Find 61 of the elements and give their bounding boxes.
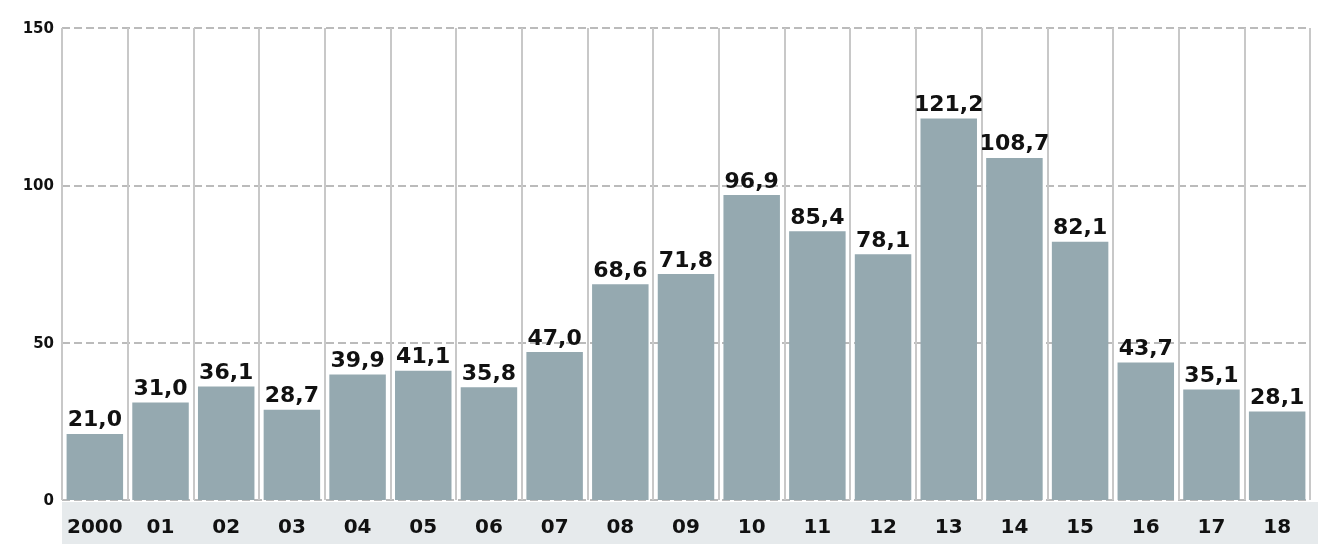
- data-label: 39,9: [330, 346, 385, 372]
- x-tick-label: 13: [934, 514, 963, 538]
- x-tick-label: 08: [606, 514, 635, 538]
- x-tick-label: 10: [737, 514, 766, 538]
- data-label: 35,1: [1184, 362, 1239, 388]
- x-tick-label: 01: [146, 514, 175, 538]
- x-tick-label: 11: [803, 514, 832, 538]
- data-label: 28,1: [1250, 384, 1305, 410]
- bar: [986, 157, 1043, 500]
- bar: [460, 387, 518, 500]
- data-label: 68,6: [593, 256, 648, 282]
- y-tick-label: 0: [43, 491, 54, 509]
- x-tick-label: 09: [672, 514, 700, 538]
- data-label: 82,1: [1052, 214, 1108, 240]
- y-tick-label: 150: [22, 19, 54, 37]
- data-label: 108,7: [979, 130, 1050, 156]
- data-label: 78,1: [855, 226, 911, 252]
- bar: [395, 370, 452, 500]
- bar: [263, 409, 321, 500]
- data-label: 85,4: [790, 203, 845, 229]
- bar: [132, 402, 189, 500]
- x-tick-label: 16: [1131, 514, 1160, 538]
- x-tick-label: 2000: [67, 514, 123, 538]
- y-tick-label: 50: [33, 333, 54, 352]
- x-tick-label: 18: [1263, 514, 1292, 538]
- x-tick-label: 12: [869, 514, 897, 538]
- bar: [1248, 411, 1306, 500]
- data-label: 35,8: [461, 359, 517, 385]
- data-label: 28,7: [264, 382, 320, 408]
- x-tick-label: 07: [540, 514, 569, 538]
- bar: [197, 386, 255, 500]
- data-label: 31,0: [133, 374, 188, 400]
- bar: [657, 274, 715, 500]
- data-label: 47,0: [527, 324, 582, 350]
- data-label: 41,1: [396, 343, 451, 369]
- bar: [789, 231, 846, 500]
- bar: [66, 433, 124, 500]
- x-tick-label: 14: [1000, 514, 1029, 538]
- x-tick-label: 05: [409, 514, 438, 538]
- bar: [329, 374, 386, 500]
- data-label: 121,2: [913, 91, 984, 117]
- data-label: 71,8: [658, 246, 714, 272]
- bar: [854, 254, 912, 500]
- x-tick-label: 15: [1066, 514, 1095, 538]
- x-tick-label: 02: [212, 514, 241, 538]
- bar: [1183, 389, 1240, 500]
- x-tick-label: 17: [1197, 514, 1226, 538]
- bar: [1051, 241, 1109, 500]
- data-label: 36,1: [199, 358, 254, 384]
- bar: [1117, 362, 1175, 500]
- data-label: 96,9: [724, 167, 779, 193]
- x-tick-label: 04: [343, 514, 372, 538]
- x-tick-label: 03: [277, 514, 306, 538]
- data-label: 21,0: [67, 406, 122, 432]
- y-tick-label: 100: [22, 176, 54, 195]
- x-tick-label: 06: [475, 514, 503, 538]
- bar: [526, 352, 583, 500]
- bar: [592, 284, 649, 500]
- data-label: 43,7: [1118, 334, 1173, 360]
- bar: [723, 195, 780, 500]
- bar: [920, 118, 977, 500]
